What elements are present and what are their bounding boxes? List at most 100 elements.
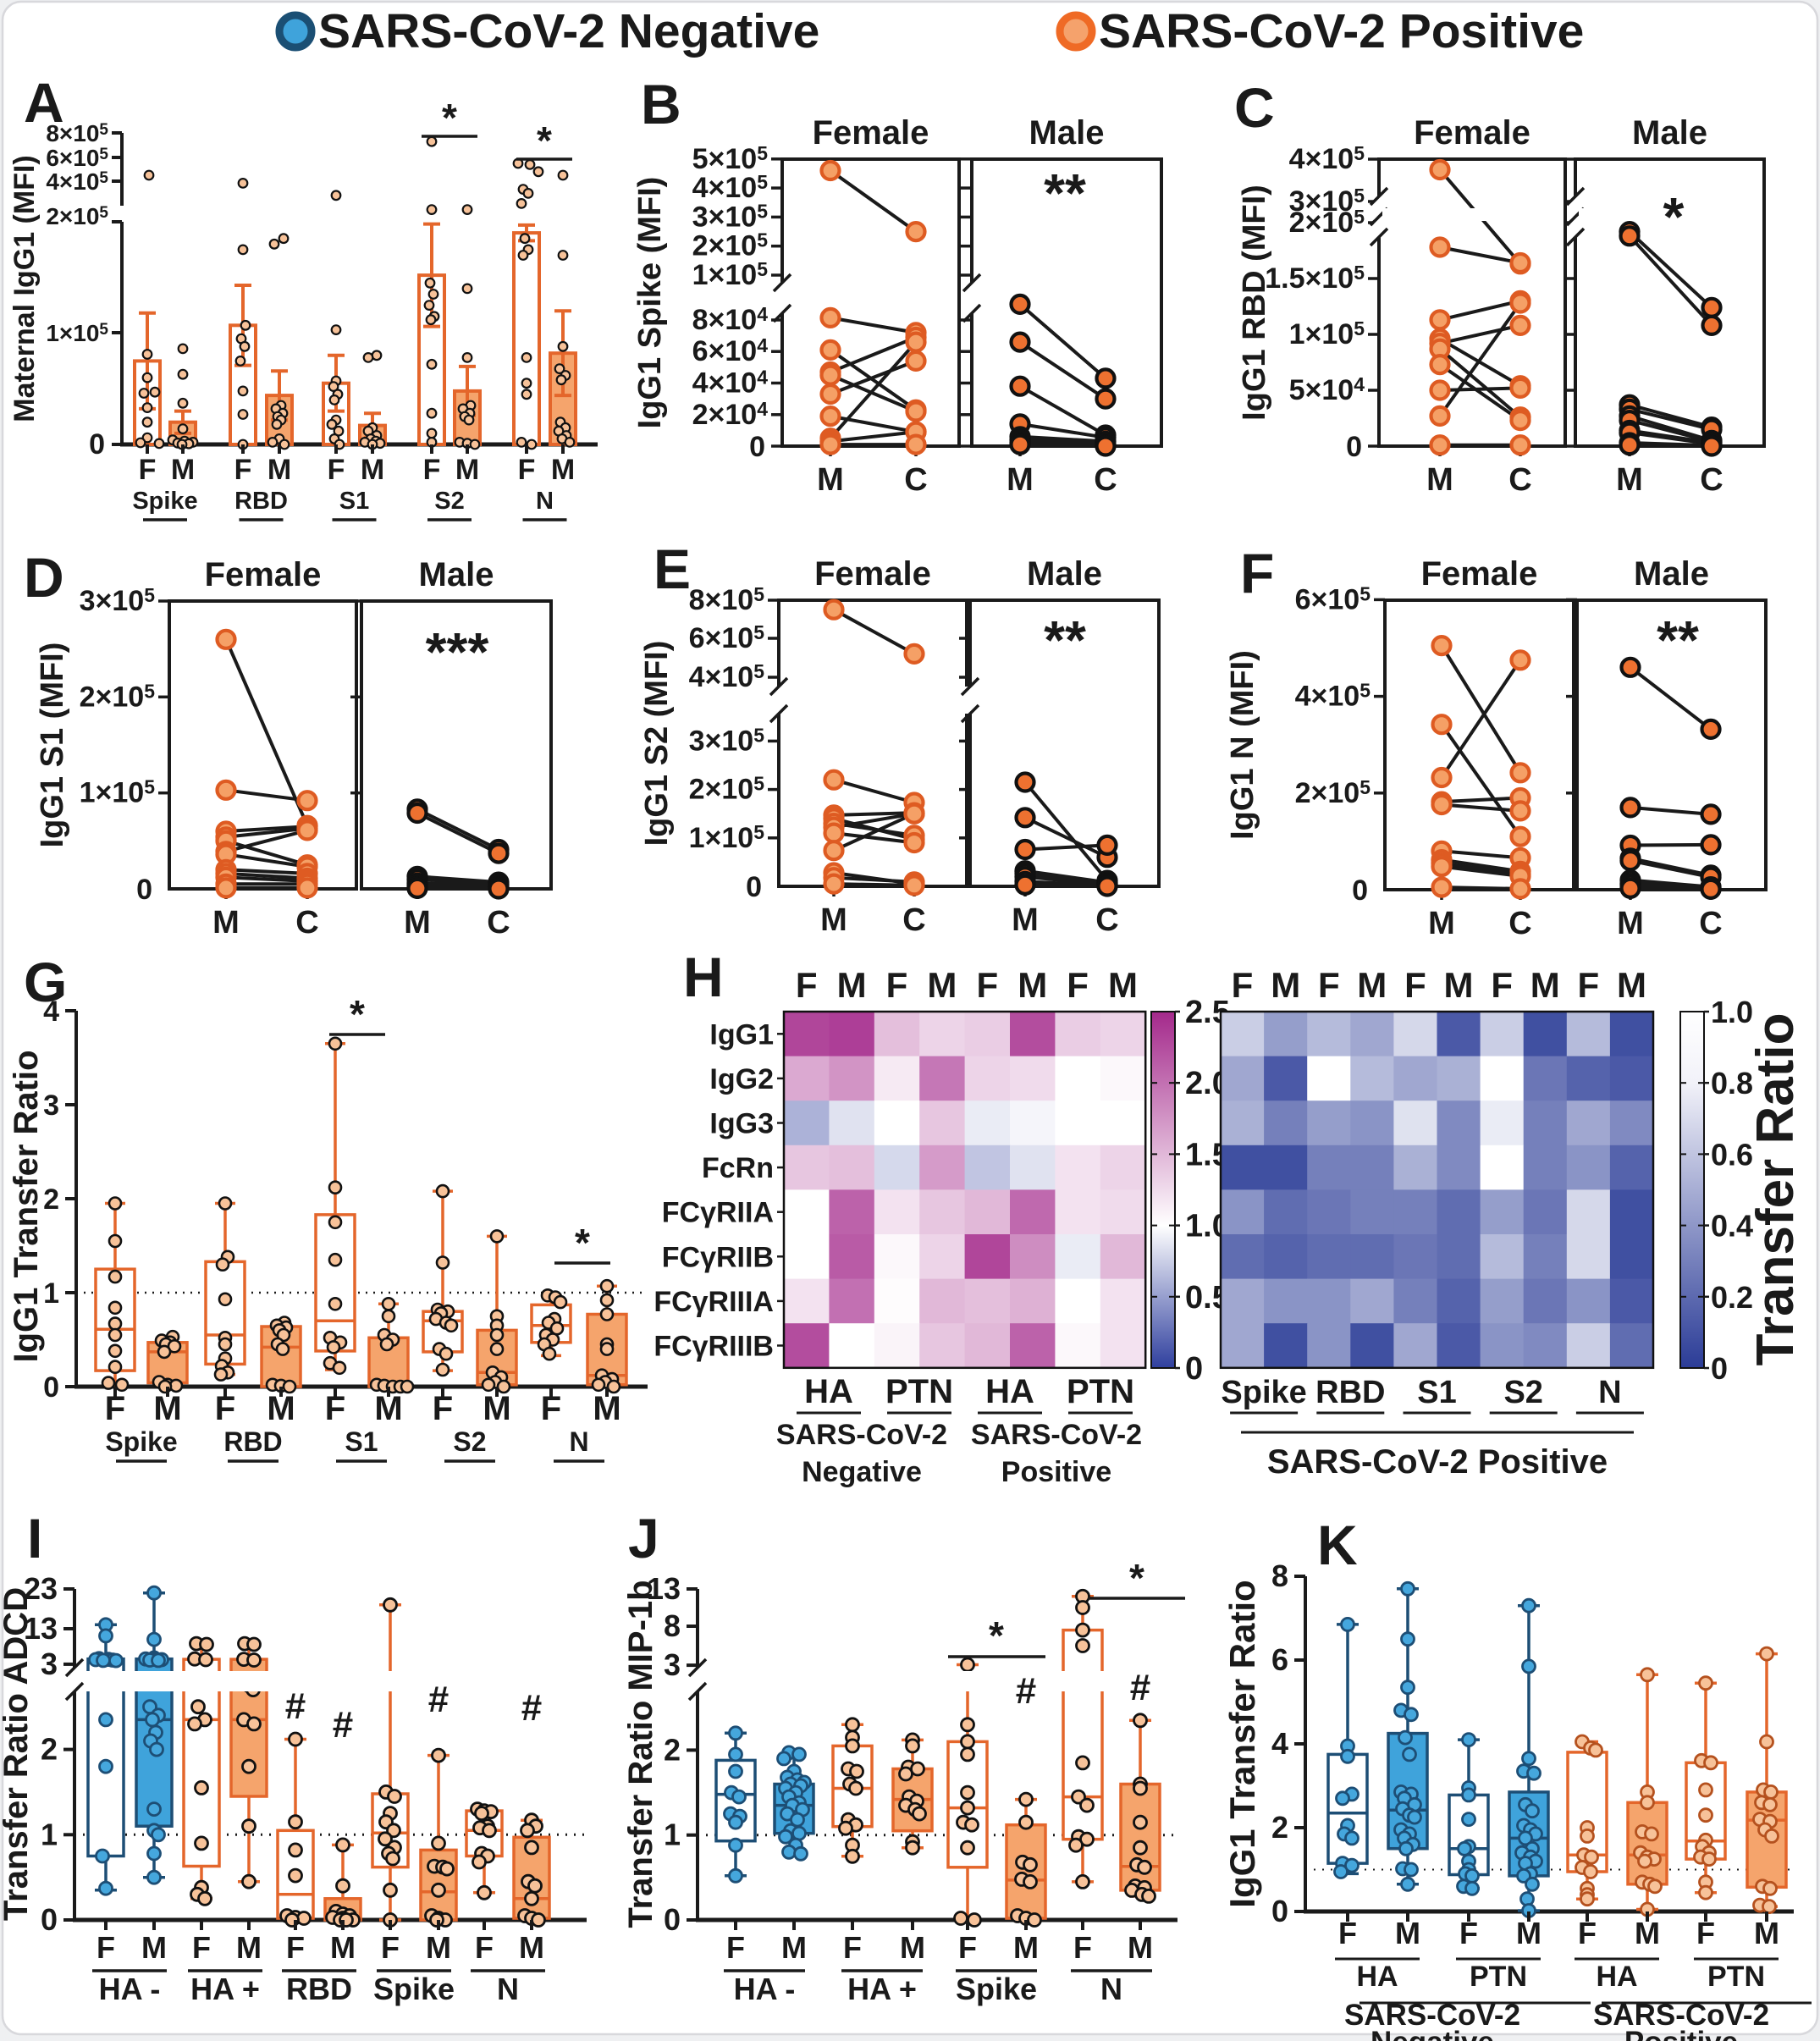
svg-text:13: 13 xyxy=(647,1571,681,1606)
svg-text:IgG2: IgG2 xyxy=(709,1063,774,1095)
svg-text:23: 23 xyxy=(24,1571,58,1606)
svg-text:*: * xyxy=(989,1613,1004,1658)
svg-text:C: C xyxy=(902,902,925,938)
svg-text:F: F xyxy=(215,1390,235,1427)
svg-text:1×105: 1×105 xyxy=(689,821,765,854)
svg-text:Positive: Positive xyxy=(1001,1456,1111,1488)
svg-text:M: M xyxy=(1617,965,1646,1005)
svg-text:2×105: 2×105 xyxy=(1295,776,1371,809)
svg-text:F: F xyxy=(886,965,908,1005)
svg-text:N: N xyxy=(569,1426,588,1457)
svg-text:0: 0 xyxy=(1271,1894,1288,1928)
svg-text:N: N xyxy=(1100,1972,1122,2006)
svg-text:C: C xyxy=(1699,906,1722,941)
svg-text:M: M xyxy=(1018,965,1047,1005)
svg-text:6×105: 6×105 xyxy=(1295,582,1371,615)
svg-text:1: 1 xyxy=(41,1817,58,1851)
svg-text:M: M xyxy=(1530,965,1560,1005)
svg-text:#: # xyxy=(1016,1670,1036,1712)
svg-text:SARS-CoV-2: SARS-CoV-2 xyxy=(1344,1999,1520,2032)
svg-text:1.5×105: 1.5×105 xyxy=(1265,262,1365,295)
svg-text:4×105: 4×105 xyxy=(46,168,108,195)
svg-text:3×105: 3×105 xyxy=(692,200,769,233)
svg-text:M: M xyxy=(212,905,240,941)
svg-text:PTN: PTN xyxy=(1067,1373,1134,1410)
svg-text:H: H xyxy=(683,946,724,1008)
svg-text:0.2: 0.2 xyxy=(1711,1280,1753,1315)
svg-text:F: F xyxy=(286,1930,305,1965)
svg-text:IgG1 S2 (MFI): IgG1 S2 (MFI) xyxy=(639,641,675,847)
svg-text:F: F xyxy=(139,454,157,486)
svg-text:2: 2 xyxy=(1271,1810,1288,1845)
svg-text:N: N xyxy=(1598,1375,1621,1410)
svg-text:4×105: 4×105 xyxy=(1289,142,1365,175)
svg-text:M: M xyxy=(374,1390,402,1427)
svg-text:2×105: 2×105 xyxy=(689,773,765,806)
svg-text:1: 1 xyxy=(43,1277,59,1310)
svg-text:0: 0 xyxy=(749,431,765,463)
svg-text:Transfer Ratio MIP-1b: Transfer Ratio MIP-1b xyxy=(622,1580,659,1928)
svg-text:F: F xyxy=(1577,965,1599,1005)
svg-text:*: * xyxy=(350,992,365,1036)
svg-text:1×105: 1×105 xyxy=(692,258,769,291)
svg-text:M: M xyxy=(1754,1916,1779,1950)
svg-text:A: A xyxy=(24,71,64,134)
svg-text:F: F xyxy=(1240,542,1274,604)
svg-text:F: F xyxy=(1491,965,1513,1005)
svg-text:PTN: PTN xyxy=(885,1373,953,1410)
svg-text:*: * xyxy=(537,119,552,163)
svg-text:#: # xyxy=(428,1679,449,1720)
svg-text:0: 0 xyxy=(746,871,762,903)
svg-text:F: F xyxy=(1338,1916,1357,1950)
svg-text:F: F xyxy=(958,1930,977,1965)
svg-text:F: F xyxy=(105,1390,125,1427)
svg-text:HA: HA xyxy=(1596,1961,1637,1993)
svg-text:IgG1 Transfer Ratio: IgG1 Transfer Ratio xyxy=(1222,1580,1262,1907)
svg-text:M: M xyxy=(153,1390,181,1427)
svg-text:3×105: 3×105 xyxy=(1289,185,1365,218)
svg-text:*: * xyxy=(1663,186,1685,247)
svg-text:M: M xyxy=(900,1930,925,1965)
svg-text:2: 2 xyxy=(43,1183,59,1216)
svg-text:HA +: HA + xyxy=(190,1972,260,2006)
svg-text:Female: Female xyxy=(814,555,931,593)
svg-text:0: 0 xyxy=(136,874,152,906)
svg-text:Male: Male xyxy=(419,556,494,593)
svg-text:F: F xyxy=(1404,965,1426,1005)
svg-text:Transfer Ratio: Transfer Ratio xyxy=(1746,1013,1805,1366)
svg-text:0: 0 xyxy=(89,428,105,461)
svg-text:4: 4 xyxy=(1271,1726,1288,1761)
svg-text:F: F xyxy=(433,1390,453,1427)
svg-text:#: # xyxy=(1130,1667,1150,1708)
svg-text:M: M xyxy=(1012,902,1039,938)
svg-text:C: C xyxy=(904,462,927,498)
svg-text:I: I xyxy=(27,1507,42,1569)
svg-text:2×104: 2×104 xyxy=(692,398,769,431)
svg-text:F: F xyxy=(328,454,345,486)
svg-text:0: 0 xyxy=(1346,431,1362,463)
svg-text:4: 4 xyxy=(43,996,59,1028)
svg-text:M: M xyxy=(1128,1930,1153,1965)
svg-text:SARS-CoV-2 Positive: SARS-CoV-2 Positive xyxy=(1099,4,1584,58)
svg-text:HA -: HA - xyxy=(734,1972,796,2006)
svg-text:Maternal IgG1 (MFI): Maternal IgG1 (MFI) xyxy=(8,155,41,422)
svg-text:*: * xyxy=(442,96,457,140)
svg-text:IgG3: IgG3 xyxy=(709,1108,774,1140)
svg-text:#: # xyxy=(521,1687,542,1729)
svg-text:Female: Female xyxy=(813,114,929,152)
svg-text:0: 0 xyxy=(1185,1351,1203,1387)
svg-text:RBD: RBD xyxy=(223,1426,282,1457)
svg-text:3×105: 3×105 xyxy=(689,724,765,757)
svg-text:6×105: 6×105 xyxy=(689,621,765,654)
svg-text:1: 1 xyxy=(664,1818,681,1852)
svg-text:8×104: 8×104 xyxy=(692,303,769,336)
svg-text:M: M xyxy=(1617,906,1644,941)
svg-text:SARS-CoV-2 Negative: SARS-CoV-2 Negative xyxy=(318,4,819,58)
svg-text:M: M xyxy=(483,1390,510,1427)
svg-text:M: M xyxy=(1271,965,1300,1005)
svg-text:M: M xyxy=(1357,965,1387,1005)
svg-text:**: ** xyxy=(1657,610,1699,670)
svg-text:Female: Female xyxy=(1421,555,1538,593)
svg-text:FCγRIIIA: FCγRIIIA xyxy=(654,1286,774,1318)
svg-text:C: C xyxy=(1234,76,1275,139)
